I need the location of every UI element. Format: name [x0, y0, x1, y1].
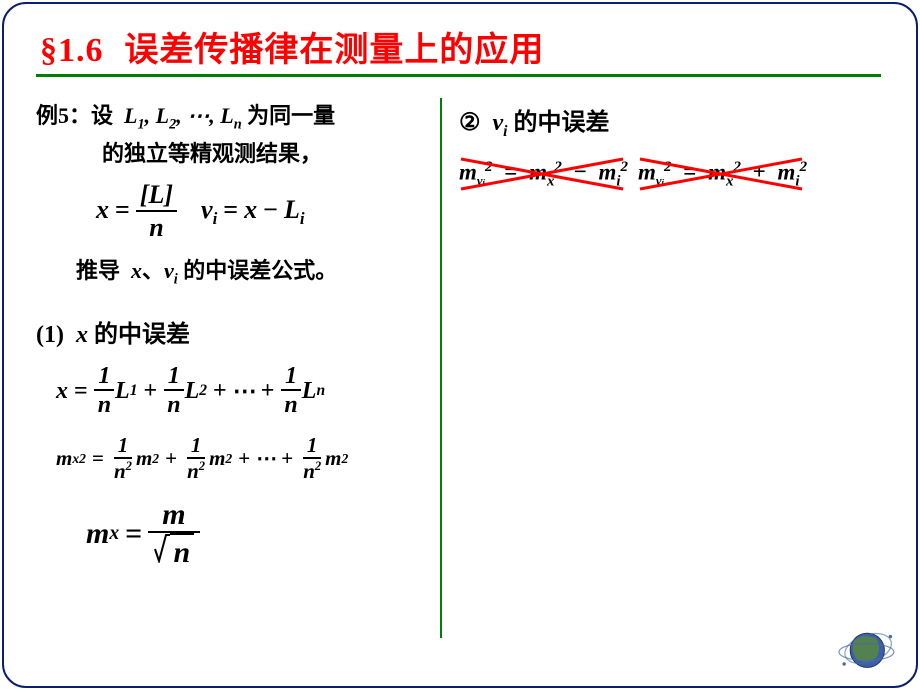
derive-request: 推导 x、vi 的中误差公式。	[36, 253, 431, 291]
vars-sequence: L1, L2, ⋯, Ln	[119, 103, 248, 128]
section-symbol: §	[40, 32, 58, 69]
eq3-den: n	[170, 533, 195, 571]
section-1-label: (1) x 的中误差	[36, 314, 431, 349]
section-2-label: ② vi 的中误差	[459, 102, 884, 141]
section2-marker: ②	[459, 110, 481, 136]
section2-var: vi	[493, 110, 508, 136]
derive-prefix: 推导	[76, 258, 120, 283]
section1-marker: (1)	[36, 322, 64, 348]
given-formulas: x=[L]n vi=x−Li	[96, 181, 431, 243]
equation-mx-squared: mx2= 1n2 m2+ 1n2 m2+⋯+ 1n2 m2	[56, 434, 431, 484]
sqrt-icon	[154, 533, 170, 563]
content-area: 例5：设 L1, L2, ⋯, Ln 为同一量 的独立等精观测结果， x=[L]…	[36, 98, 884, 670]
derive-suffix: 的中误差公式。	[183, 258, 337, 283]
x-num: [L]	[136, 181, 177, 212]
section-number: 1.6	[58, 32, 104, 69]
globe-icon	[826, 616, 900, 676]
header: §1.6 误差传播律在测量上的应用	[40, 22, 880, 71]
section2-text: 的中误差	[514, 110, 610, 136]
desc-line1: 为同一量	[247, 103, 335, 128]
left-column: 例5：设 L1, L2, ⋯, Ln 为同一量 的独立等精观测结果， x=[L]…	[36, 98, 441, 670]
right-column: ② vi 的中误差 mvi2 = mx2 − mi2 mvi2 = mx2 + …	[441, 98, 884, 670]
wrong-equation-minus: mvi2 = mx2 − mi2	[459, 159, 628, 190]
eq1-lhs: x	[56, 378, 68, 405]
equation-x-expansion: x= 1n L1+ 1n L2+⋯+ 1n Ln	[56, 363, 431, 420]
x-equation: x=[L]n	[96, 181, 177, 243]
example-label: 例5：	[36, 103, 91, 128]
x-den: n	[145, 212, 167, 243]
example-problem: 例5：设 L1, L2, ⋯, Ln 为同一量 的独立等精观测结果，	[36, 98, 431, 171]
eq3-num: m	[148, 498, 199, 533]
v-equation: vi=x−Li	[201, 195, 305, 229]
section1-text: 的中误差	[94, 322, 190, 348]
equation-mx-result: mx= m n	[86, 498, 431, 571]
set-word: 设	[91, 103, 113, 128]
slide-title: §1.6 误差传播律在测量上的应用	[40, 22, 880, 71]
x-lhs: x	[96, 195, 109, 224]
wrong-equation-plus: mvi2 = mx2 + mi2	[638, 159, 807, 190]
derive-vars: x、vi	[126, 258, 184, 283]
header-rule	[36, 74, 881, 77]
desc-line2: 的独立等精观测结果，	[36, 141, 322, 166]
right-equations: mvi2 = mx2 − mi2 mvi2 = mx2 + mi2	[459, 159, 884, 190]
title-text: 误差传播律在测量上的应用	[124, 31, 544, 69]
section1-var: x	[76, 322, 88, 348]
